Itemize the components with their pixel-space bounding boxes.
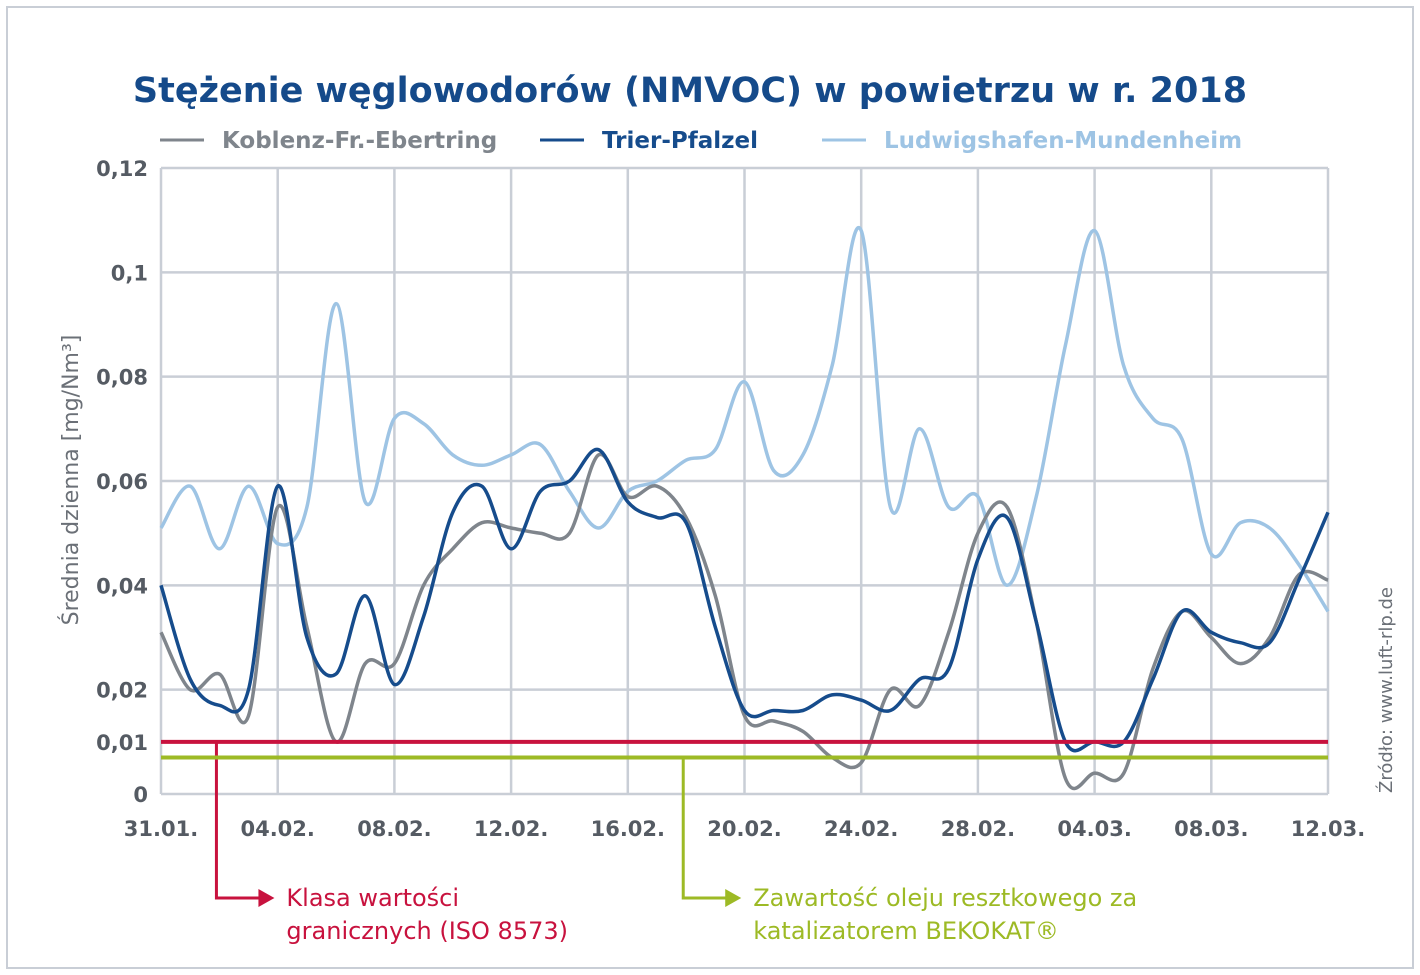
source-note: Źródło: www.luft-rlp.de	[1375, 587, 1397, 793]
x-tick-label: 28.02.	[941, 817, 1015, 841]
x-tick-label: 31.01.	[124, 817, 198, 841]
x-tick-label: 24.02.	[824, 817, 898, 841]
callout-arrow	[725, 889, 742, 907]
legend: Koblenz-Fr.-Ebertring Trier-Pfalzel Ludwig…	[160, 128, 1242, 154]
y-tick-label: 0,12	[96, 157, 148, 181]
y-tick-label: 0,01	[96, 731, 148, 755]
callout-arrow	[258, 889, 275, 907]
callout-line	[214, 741, 261, 900]
callout-label-line2: katalizatorem BEKOKAT®	[753, 917, 1059, 945]
y-axis-ticks: 0 0,01 0,02 0,04 0,06 0,08 0,1 0,12	[96, 157, 148, 807]
x-tick-label: 04.02.	[240, 817, 314, 841]
legend-label: Trier-Pfalzel	[602, 128, 758, 154]
x-axis-ticks: 31.01. 04.02. 08.02. 12.02. 16.02. 20.02. 24.0…	[124, 817, 1365, 841]
y-axis-label: Średnia dzienna [mg/Nm³]	[58, 335, 84, 626]
series-line	[159, 225, 1330, 613]
callout-label-line2: granicznych (ISO 8573)	[286, 917, 568, 945]
x-tick-label: 08.03.	[1174, 817, 1248, 841]
y-tick-label: 0,06	[96, 470, 148, 494]
x-tick-label: 08.02.	[357, 817, 431, 841]
callout-label-line1: Zawartość oleju resztkowego za	[753, 884, 1137, 912]
legend-label: Koblenz-Fr.-Ebertring	[222, 128, 497, 154]
chart-title: Stężenie węglowodorów (NMVOC) w powietrz…	[133, 71, 1247, 111]
y-tick-label: 0	[133, 783, 148, 807]
legend-label: Ludwigshafen-Mundenheim	[884, 128, 1242, 154]
callout-label-line1: Klasa wartości	[286, 884, 459, 912]
x-tick-label: 16.02.	[591, 817, 665, 841]
x-tick-label: 12.03.	[1291, 817, 1365, 841]
y-tick-label: 0,04	[96, 574, 148, 598]
series-line	[159, 452, 1329, 791]
reference-lines: Klasa wartości granicznych (ISO 8573) Zawa…	[161, 739, 1328, 945]
y-tick-label: 0,1	[111, 261, 148, 285]
grid	[159, 166, 1330, 796]
x-tick-label: 20.02.	[707, 817, 781, 841]
y-tick-label: 0,02	[96, 679, 148, 703]
y-tick-label: 0,08	[96, 366, 148, 390]
chart-frame	[6, 6, 1414, 969]
x-tick-label: 04.03.	[1057, 817, 1131, 841]
callout-line	[681, 757, 728, 900]
x-tick-label: 12.02.	[474, 817, 548, 841]
